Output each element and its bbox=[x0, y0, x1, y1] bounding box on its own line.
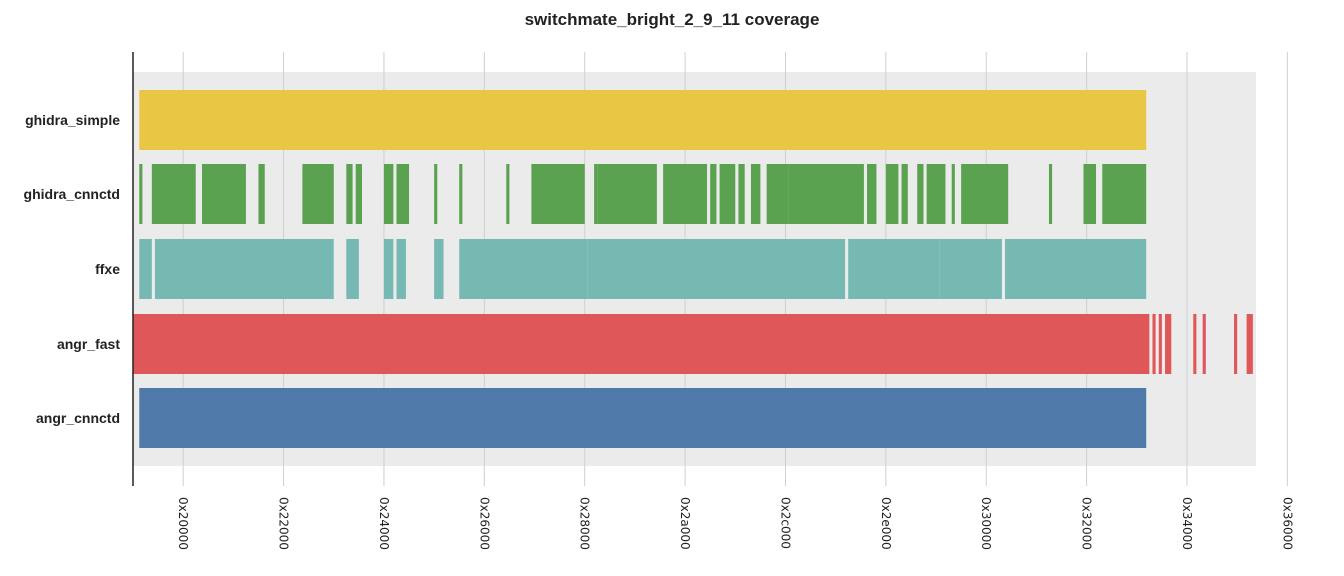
coverage-bar bbox=[738, 164, 745, 224]
x-tick-label: 0x36000 bbox=[1280, 497, 1294, 550]
x-tick-label: 0x20000 bbox=[176, 497, 190, 550]
coverage-bar bbox=[506, 164, 510, 224]
coverage-bar bbox=[597, 164, 657, 224]
coverage-bar bbox=[383, 239, 394, 299]
x-tick-label: 0x24000 bbox=[377, 497, 391, 550]
coverage-bar bbox=[302, 164, 334, 224]
coverage-bars bbox=[133, 90, 1253, 448]
coverage-bar bbox=[901, 164, 908, 224]
coverage-bar bbox=[766, 164, 789, 224]
series-label: angr_fast bbox=[57, 336, 120, 352]
coverage-bar bbox=[355, 164, 362, 224]
coverage-bar bbox=[1005, 239, 1147, 299]
coverage-bar bbox=[788, 164, 864, 224]
coverage-bar bbox=[459, 239, 588, 299]
series-angr_fast bbox=[133, 314, 1253, 374]
coverage-bar bbox=[719, 164, 736, 224]
coverage-bar bbox=[885, 164, 899, 224]
x-tick-label: 0x2a000 bbox=[678, 497, 692, 550]
series-ghidra_cnnctd bbox=[139, 164, 1147, 224]
coverage-bar bbox=[434, 164, 438, 224]
coverage-bar bbox=[1048, 164, 1053, 224]
x-tick-label: 0x34000 bbox=[1180, 497, 1194, 550]
coverage-bar bbox=[867, 164, 877, 224]
coverage-bar bbox=[434, 239, 444, 299]
coverage-bar bbox=[1193, 314, 1197, 374]
coverage-bar bbox=[917, 164, 924, 224]
coverage-bar bbox=[594, 164, 598, 224]
x-tick-label: 0x30000 bbox=[979, 497, 993, 550]
series-label: ghidra_simple bbox=[25, 112, 120, 128]
coverage-bar bbox=[383, 164, 394, 224]
coverage-bar bbox=[346, 164, 353, 224]
coverage-bar bbox=[154, 239, 334, 299]
x-tick-label: 0x2e000 bbox=[879, 497, 893, 550]
x-tick-label: 0x28000 bbox=[578, 497, 592, 550]
x-tick-label: 0x26000 bbox=[477, 497, 491, 550]
coverage-bar bbox=[396, 164, 410, 224]
coverage-bar bbox=[139, 90, 1147, 150]
coverage-bar bbox=[1246, 314, 1253, 374]
coverage-bar bbox=[202, 164, 246, 224]
coverage-bar bbox=[346, 239, 359, 299]
coverage-bar bbox=[133, 314, 1150, 374]
coverage-bar bbox=[1234, 314, 1238, 374]
coverage-bar bbox=[951, 164, 955, 224]
coverage-bar bbox=[1152, 314, 1156, 374]
series-label: angr_cnnctd bbox=[36, 410, 120, 426]
coverage-bar bbox=[1158, 314, 1162, 374]
coverage-bar bbox=[939, 239, 1002, 299]
x-tick-label: 0x2c000 bbox=[778, 497, 792, 549]
coverage-bar bbox=[750, 164, 761, 224]
x-tick-label: 0x32000 bbox=[1080, 497, 1094, 550]
coverage-bar bbox=[139, 164, 143, 224]
series-angr_cnnctd bbox=[139, 388, 1147, 448]
series-label: ghidra_cnnctd bbox=[24, 186, 120, 202]
x-tick-labels: 0x20000 0x22000 0x24000 0x26000 0x28000 0x2a0… bbox=[176, 497, 1294, 550]
coverage-bar bbox=[1102, 164, 1147, 224]
coverage-bar bbox=[1202, 314, 1206, 374]
coverage-bar bbox=[1083, 164, 1097, 224]
coverage-bar bbox=[139, 239, 152, 299]
coverage-bar bbox=[258, 164, 265, 224]
coverage-bar bbox=[151, 164, 196, 224]
coverage-bar bbox=[663, 164, 708, 224]
coverage-bar bbox=[531, 164, 585, 224]
coverage-bar bbox=[1165, 314, 1172, 374]
x-tick-label: 0x22000 bbox=[277, 497, 291, 550]
coverage-bar bbox=[848, 239, 940, 299]
coverage-bar bbox=[459, 164, 463, 224]
coverage-bar bbox=[396, 239, 406, 299]
coverage-bar bbox=[926, 164, 946, 224]
coverage-bar bbox=[710, 164, 717, 224]
chart-title: switchmate_bright_2_9_11 coverage bbox=[525, 10, 820, 29]
coverage-bar bbox=[139, 388, 1147, 448]
coverage-bar bbox=[961, 164, 1009, 224]
series-ffxe bbox=[139, 239, 1147, 299]
coverage-bar bbox=[587, 239, 846, 299]
series-ghidra_simple bbox=[139, 90, 1147, 150]
series-label: ffxe bbox=[95, 261, 120, 277]
